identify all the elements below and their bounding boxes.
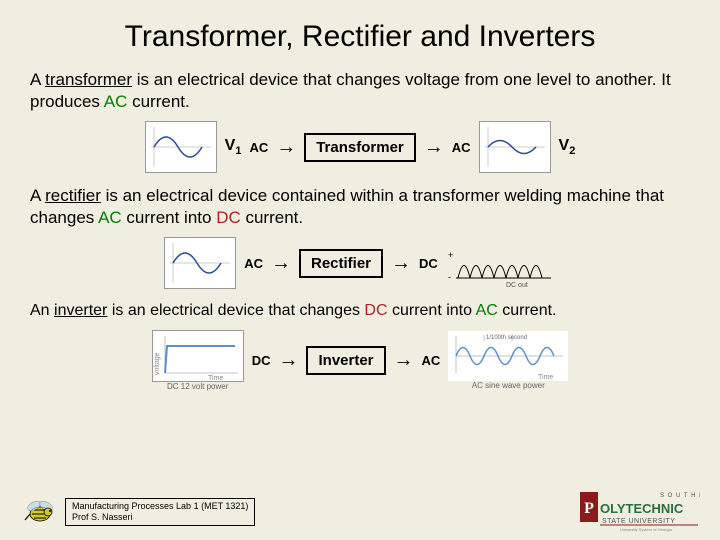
text: current.: [498, 302, 557, 319]
svg-text:-: -: [448, 272, 451, 282]
svg-text:STATE UNIVERSITY: STATE UNIVERSITY: [602, 518, 675, 525]
course-line1: Manufacturing Processes Lab 1 (MET 1321): [72, 501, 248, 512]
sine-wave-v1: [145, 121, 217, 173]
term-inverter: inverter: [54, 302, 107, 319]
ac-label-1: AC: [249, 140, 268, 155]
svg-text:University System of Georgia: University System of Georgia: [620, 527, 673, 532]
svg-text:P: P: [584, 500, 594, 517]
dc-label-1: DC: [419, 256, 438, 271]
inverter-diagram: voltage Time DC 12 volt power DC → Inver…: [30, 330, 690, 391]
svg-text:voltage: voltage: [154, 352, 161, 375]
paragraph-rectifier: A rectifier is an electrical device cont…: [30, 185, 690, 229]
university-logo: P S O U T H E R N OLYTECHNIC STATE UNIVE…: [580, 487, 700, 532]
paragraph-inverter: An inverter is an electrical device that…: [30, 301, 690, 322]
dc-label-2: DC: [252, 353, 271, 368]
text: A: [30, 70, 45, 89]
svg-text:Time: Time: [208, 375, 223, 381]
hornet-icon: [20, 492, 60, 532]
text: current.: [241, 208, 303, 227]
slide-title: Transformer, Rectifier and Inverters: [30, 20, 690, 54]
svg-text:+: +: [448, 250, 453, 260]
arrow-icon: →: [271, 252, 291, 275]
ac-text: AC: [476, 302, 498, 319]
ac-label-2: AC: [452, 140, 471, 155]
ac-sine-out: 1/100th second Time: [448, 331, 568, 381]
acsine-label: AC sine wave power: [472, 381, 545, 390]
transformer-diagram: V1 AC → Transformer → AC V2: [30, 121, 690, 173]
svg-text:OLYTECHNIC: OLYTECHNIC: [600, 501, 684, 516]
rectifier-diagram: AC → Rectifier → DC + - DC out: [30, 237, 690, 289]
v1-label: V1: [225, 137, 242, 157]
dc-flat-wave: voltage Time: [152, 330, 244, 382]
text: current.: [127, 92, 189, 111]
inverter-box: Inverter: [306, 346, 385, 375]
dc12v-label: DC 12 volt power: [167, 382, 228, 391]
term-transformer: transformer: [45, 70, 132, 89]
svg-text:1/100th second: 1/100th second: [486, 335, 527, 341]
arrow-icon: →: [276, 136, 296, 159]
arrow-icon: →: [278, 349, 298, 372]
paragraph-transformer: A transformer is an electrical device th…: [30, 69, 690, 113]
course-line2: Prof S. Nasseri: [72, 512, 248, 523]
rectifier-box: Rectifier: [299, 249, 383, 278]
text: A: [30, 186, 45, 205]
text: current into: [122, 208, 217, 227]
ac-text: AC: [98, 208, 122, 227]
text: is an electrical device that changes: [107, 302, 364, 319]
dc-text: DC: [216, 208, 241, 227]
footer: Manufacturing Processes Lab 1 (MET 1321)…: [20, 487, 700, 532]
transformer-box: Transformer: [304, 133, 416, 162]
ac-text: AC: [104, 92, 128, 111]
arrow-icon: →: [424, 136, 444, 159]
svg-text:DC out: DC out: [506, 282, 528, 288]
v2-label: V2: [559, 137, 576, 157]
rectified-wave: + - DC out: [446, 238, 556, 288]
sine-wave-v2: [479, 121, 551, 173]
text: An: [30, 302, 54, 319]
dc-text: DC: [364, 302, 387, 319]
arrow-icon: →: [394, 349, 414, 372]
term-rectifier: rectifier: [45, 186, 101, 205]
svg-text:Time: Time: [538, 374, 553, 381]
arrow-icon: →: [391, 252, 411, 275]
ac-label-4: AC: [422, 353, 441, 368]
text: current into: [388, 302, 476, 319]
ac-label-3: AC: [244, 256, 263, 271]
sine-wave-in: [164, 237, 236, 289]
svg-text:S O U T H E R N: S O U T H E R N: [660, 493, 700, 499]
course-info-box: Manufacturing Processes Lab 1 (MET 1321)…: [65, 498, 255, 526]
